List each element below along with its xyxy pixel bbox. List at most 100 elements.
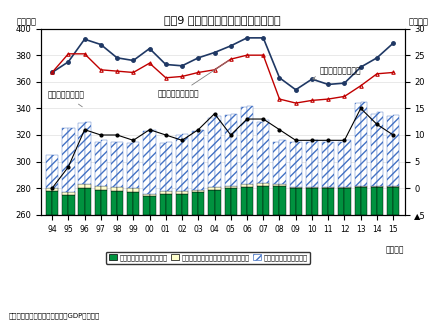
Bar xyxy=(150,196,156,215)
Bar xyxy=(133,142,140,188)
Bar xyxy=(322,142,328,187)
Bar xyxy=(198,130,205,190)
Bar xyxy=(306,142,312,187)
Bar xyxy=(208,190,214,215)
Bar xyxy=(328,187,334,188)
Bar xyxy=(257,185,263,215)
Bar xyxy=(296,142,302,187)
Bar xyxy=(176,191,182,194)
Bar xyxy=(144,131,150,194)
Bar xyxy=(273,184,280,185)
Bar xyxy=(85,122,91,184)
Bar xyxy=(117,187,123,191)
Bar xyxy=(377,187,383,215)
Bar xyxy=(247,184,253,187)
Bar xyxy=(111,187,117,191)
Bar xyxy=(354,187,361,215)
Bar xyxy=(225,185,231,188)
Bar xyxy=(52,155,58,188)
Bar xyxy=(127,192,133,215)
Bar xyxy=(280,140,286,184)
Bar xyxy=(280,184,286,185)
Bar xyxy=(214,187,221,190)
Title: 図表9 基準改定前後の国民所得の比較: 図表9 基準改定前後の国民所得の比較 xyxy=(164,15,281,25)
Bar xyxy=(280,185,286,215)
Bar xyxy=(306,187,312,188)
Bar xyxy=(371,185,377,187)
Bar xyxy=(322,187,328,188)
Bar xyxy=(68,128,74,192)
Bar xyxy=(263,185,269,215)
Bar xyxy=(387,187,393,215)
Bar xyxy=(62,192,68,195)
Bar xyxy=(393,115,400,185)
Bar xyxy=(46,188,52,191)
Bar xyxy=(159,191,166,194)
Bar xyxy=(78,123,85,184)
Bar xyxy=(78,184,85,188)
Bar xyxy=(46,155,52,188)
Bar xyxy=(127,188,133,192)
Bar xyxy=(166,191,172,194)
Bar xyxy=(117,142,123,187)
Bar xyxy=(361,187,367,215)
Text: （兆円）: （兆円） xyxy=(408,18,428,27)
Bar xyxy=(176,194,182,215)
Bar xyxy=(208,187,214,190)
Bar xyxy=(345,140,351,187)
Bar xyxy=(85,188,91,215)
Bar xyxy=(111,191,117,215)
Bar xyxy=(377,185,383,187)
Bar xyxy=(241,184,247,187)
Bar xyxy=(328,142,334,187)
Bar xyxy=(263,120,269,183)
Bar xyxy=(117,191,123,215)
Bar xyxy=(95,185,101,190)
Bar xyxy=(263,183,269,185)
Bar xyxy=(290,187,296,188)
Bar xyxy=(354,103,361,185)
Bar xyxy=(296,187,302,188)
Bar xyxy=(127,143,133,188)
Bar xyxy=(68,195,74,215)
Bar xyxy=(159,194,166,215)
Bar xyxy=(306,188,312,215)
Bar xyxy=(387,185,393,187)
Bar xyxy=(78,188,85,215)
Bar xyxy=(387,116,393,185)
Bar xyxy=(361,102,367,185)
Bar xyxy=(198,192,205,215)
Bar xyxy=(95,190,101,215)
Bar xyxy=(361,185,367,187)
Bar xyxy=(257,183,263,185)
Bar xyxy=(273,185,280,215)
Bar xyxy=(371,114,377,185)
Bar xyxy=(290,188,296,215)
Bar xyxy=(52,191,58,215)
Bar xyxy=(247,187,253,215)
Bar xyxy=(345,187,351,188)
Bar xyxy=(133,192,140,215)
Bar xyxy=(111,142,117,187)
Bar xyxy=(192,131,198,190)
Bar xyxy=(225,188,231,215)
Bar xyxy=(101,185,107,190)
Bar xyxy=(328,188,334,215)
Bar xyxy=(273,142,280,184)
Bar xyxy=(241,187,247,215)
Bar xyxy=(312,140,318,187)
Bar xyxy=(192,190,198,192)
Bar xyxy=(182,191,188,194)
Bar xyxy=(225,115,231,185)
Bar xyxy=(257,122,263,183)
Bar xyxy=(150,194,156,196)
Bar xyxy=(46,191,52,215)
Bar xyxy=(192,192,198,215)
Bar xyxy=(393,187,400,215)
Bar xyxy=(208,118,214,187)
Text: 改定幅（右目盛）: 改定幅（右目盛） xyxy=(47,91,84,107)
Text: （注）内閣府「国民経済計算（GDP統計）」: （注）内閣府「国民経済計算（GDP統計）」 xyxy=(9,312,100,319)
Bar xyxy=(95,142,101,185)
Bar xyxy=(166,194,172,215)
Bar xyxy=(377,112,383,185)
